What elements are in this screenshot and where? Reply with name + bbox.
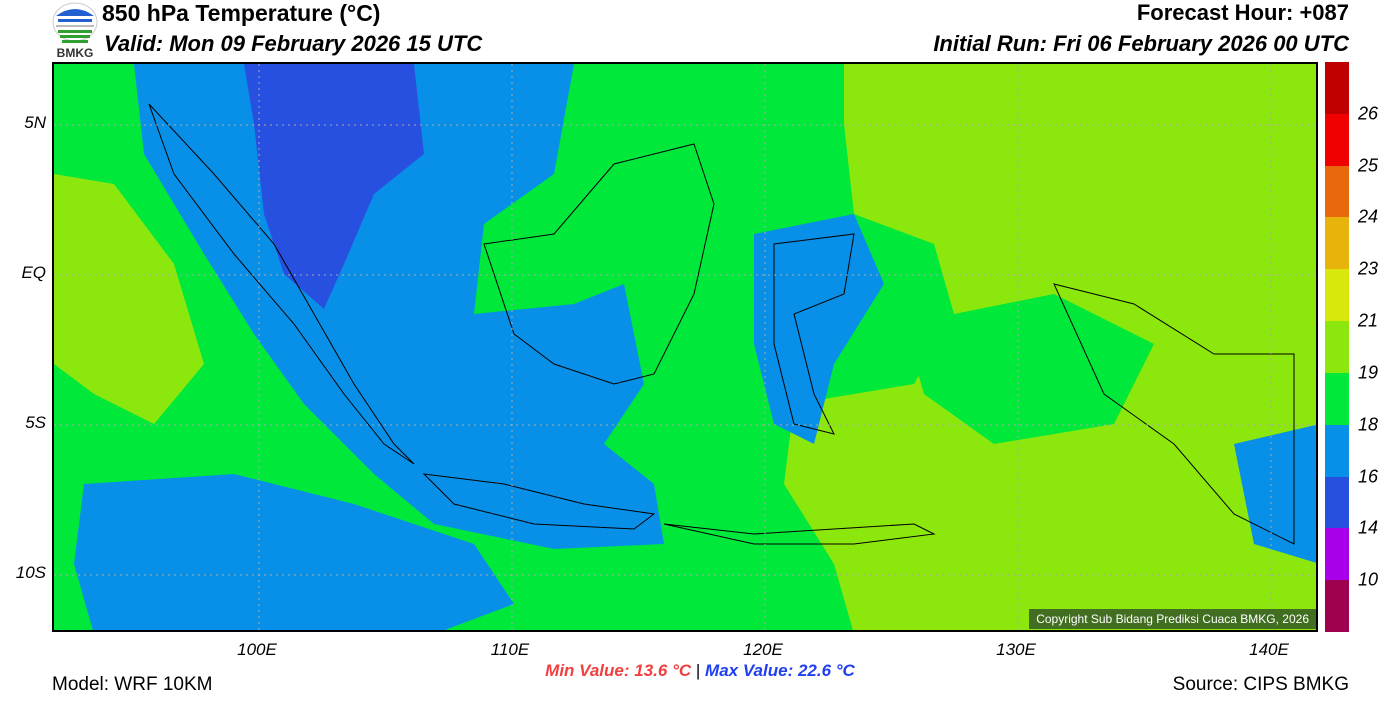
colorbar-label: 16 <box>1358 466 1379 487</box>
colorbar-segment <box>1325 424 1349 477</box>
colorbar-label: 10 <box>1358 569 1379 590</box>
min-value: Min Value: 13.6 °C <box>545 661 692 680</box>
coastline-nusa-tenggara <box>663 523 936 545</box>
lat-tick-5n: 5N <box>24 113 46 132</box>
colorbar-segment <box>1325 321 1349 373</box>
colorbar-label: 21 <box>1358 310 1379 331</box>
colorbar-label: 23 <box>1358 258 1379 279</box>
bmkg-logo: BMKG <box>52 2 98 60</box>
coastline-papua <box>1053 283 1295 545</box>
colorbar-segment <box>1325 165 1349 218</box>
valid-time: Valid: Mon 09 February 2026 15 UTC <box>104 31 483 56</box>
coastline-borneo <box>483 143 715 385</box>
lon-tick-110e: 110E <box>490 640 530 659</box>
colorbar-segment <box>1325 528 1349 581</box>
separator: | <box>695 661 701 680</box>
temperature-map[interactable] <box>52 62 1318 632</box>
colorbar-label: 26 <box>1358 103 1379 124</box>
colorbar-label: 24 <box>1358 206 1379 227</box>
lon-tick-100e: 100E <box>237 640 277 659</box>
colorbar-segment <box>1325 62 1349 114</box>
source-label: Source: CIPS BMKG <box>1172 674 1349 695</box>
coastline-sulawesi <box>773 233 855 435</box>
field-16-18-central <box>754 214 884 444</box>
colorbar-segment <box>1325 269 1349 322</box>
lon-tick-130e: 130E <box>996 640 1036 659</box>
lon-tick-120e: 120E <box>743 640 783 659</box>
colorbar-label: 18 <box>1358 414 1379 435</box>
field-19-21-west <box>54 174 204 424</box>
coastline-sumatra <box>148 103 415 465</box>
lat-tick-5s: 5S <box>25 413 46 432</box>
field-16-18-papua <box>1234 424 1316 563</box>
colorbar-label: 19 <box>1358 362 1379 383</box>
colorbar-label: 14 <box>1358 517 1379 538</box>
chart-title: 850 hPa Temperature (°C) <box>102 0 381 26</box>
max-value: Max Value: 22.6 °C <box>705 661 855 680</box>
colorbar <box>1325 62 1349 632</box>
colorbar-label: 25 <box>1358 155 1379 176</box>
colorbar-segment <box>1325 372 1349 425</box>
coastline-java <box>422 473 656 530</box>
min-max-values: Min Value: 13.6 °C | Max Value: 22.6 °C <box>0 661 1400 681</box>
field-18-19-patch <box>904 294 1154 444</box>
initial-run: Initial Run: Fri 06 February 2026 00 UTC <box>933 31 1349 56</box>
gridlines <box>54 64 1316 630</box>
field-16-18-south <box>74 474 514 630</box>
svg-text:BMKG: BMKG <box>57 46 94 60</box>
colorbar-segment <box>1325 217 1349 270</box>
copyright-label: Copyright Sub Bidang Prediksi Cuaca BMKG… <box>1029 609 1316 629</box>
model-label: Model: WRF 10KM <box>52 674 213 695</box>
forecast-hour: Forecast Hour: +087 <box>1136 0 1349 25</box>
colorbar-segment <box>1325 113 1349 166</box>
lat-tick-eq: EQ <box>21 263 46 282</box>
lat-tick-10s: 10S <box>15 563 46 582</box>
lon-tick-140e: 140E <box>1249 640 1289 659</box>
colorbar-segment <box>1325 580 1349 632</box>
colorbar-segment <box>1325 476 1349 529</box>
